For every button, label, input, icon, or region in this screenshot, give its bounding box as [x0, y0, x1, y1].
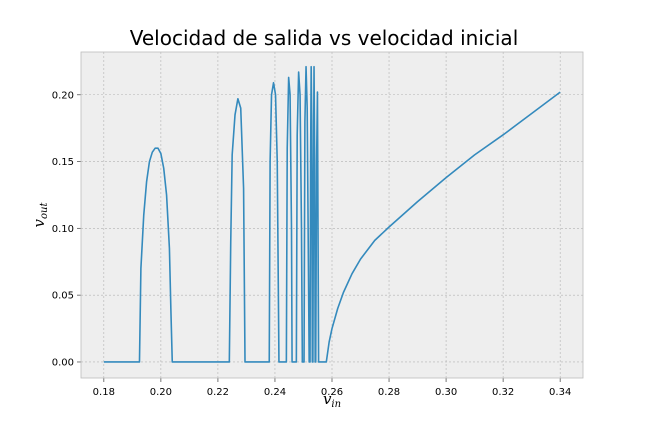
axis-ticks: 0.18 0.20 0.22 0.24 0.26 0.28 0.30 0.32 0.34 0.00… — [52, 90, 572, 398]
y-tick-label: 0.00 — [52, 357, 74, 368]
plot-area — [81, 52, 583, 378]
y-tick-label: 0.10 — [52, 224, 74, 235]
x-tick-label: 0.34 — [549, 387, 571, 398]
x-tick-label: 0.18 — [93, 387, 115, 398]
x-tick-label: 0.24 — [264, 387, 286, 398]
chart-title: Velocidad de salida vs velocidad inicial — [129, 26, 519, 50]
y-tick-label: 0.20 — [52, 90, 74, 101]
x-tick-label: 0.32 — [492, 387, 514, 398]
x-axis-label: vin — [323, 390, 341, 410]
x-tick-label: 0.22 — [207, 387, 229, 398]
plot-frame — [80, 51, 584, 379]
series-line — [103, 65, 561, 363]
y-tick-label: 0.05 — [52, 291, 74, 302]
x-tick-label: 0.20 — [150, 387, 172, 398]
x-tick-label: 0.26 — [321, 387, 343, 398]
x-tick-label: 0.30 — [435, 387, 457, 398]
series-layer — [103, 65, 561, 363]
y-tick-label: 0.15 — [52, 157, 74, 168]
x-tick-label: 0.28 — [378, 387, 400, 398]
y-axis-label: vout — [30, 202, 50, 228]
